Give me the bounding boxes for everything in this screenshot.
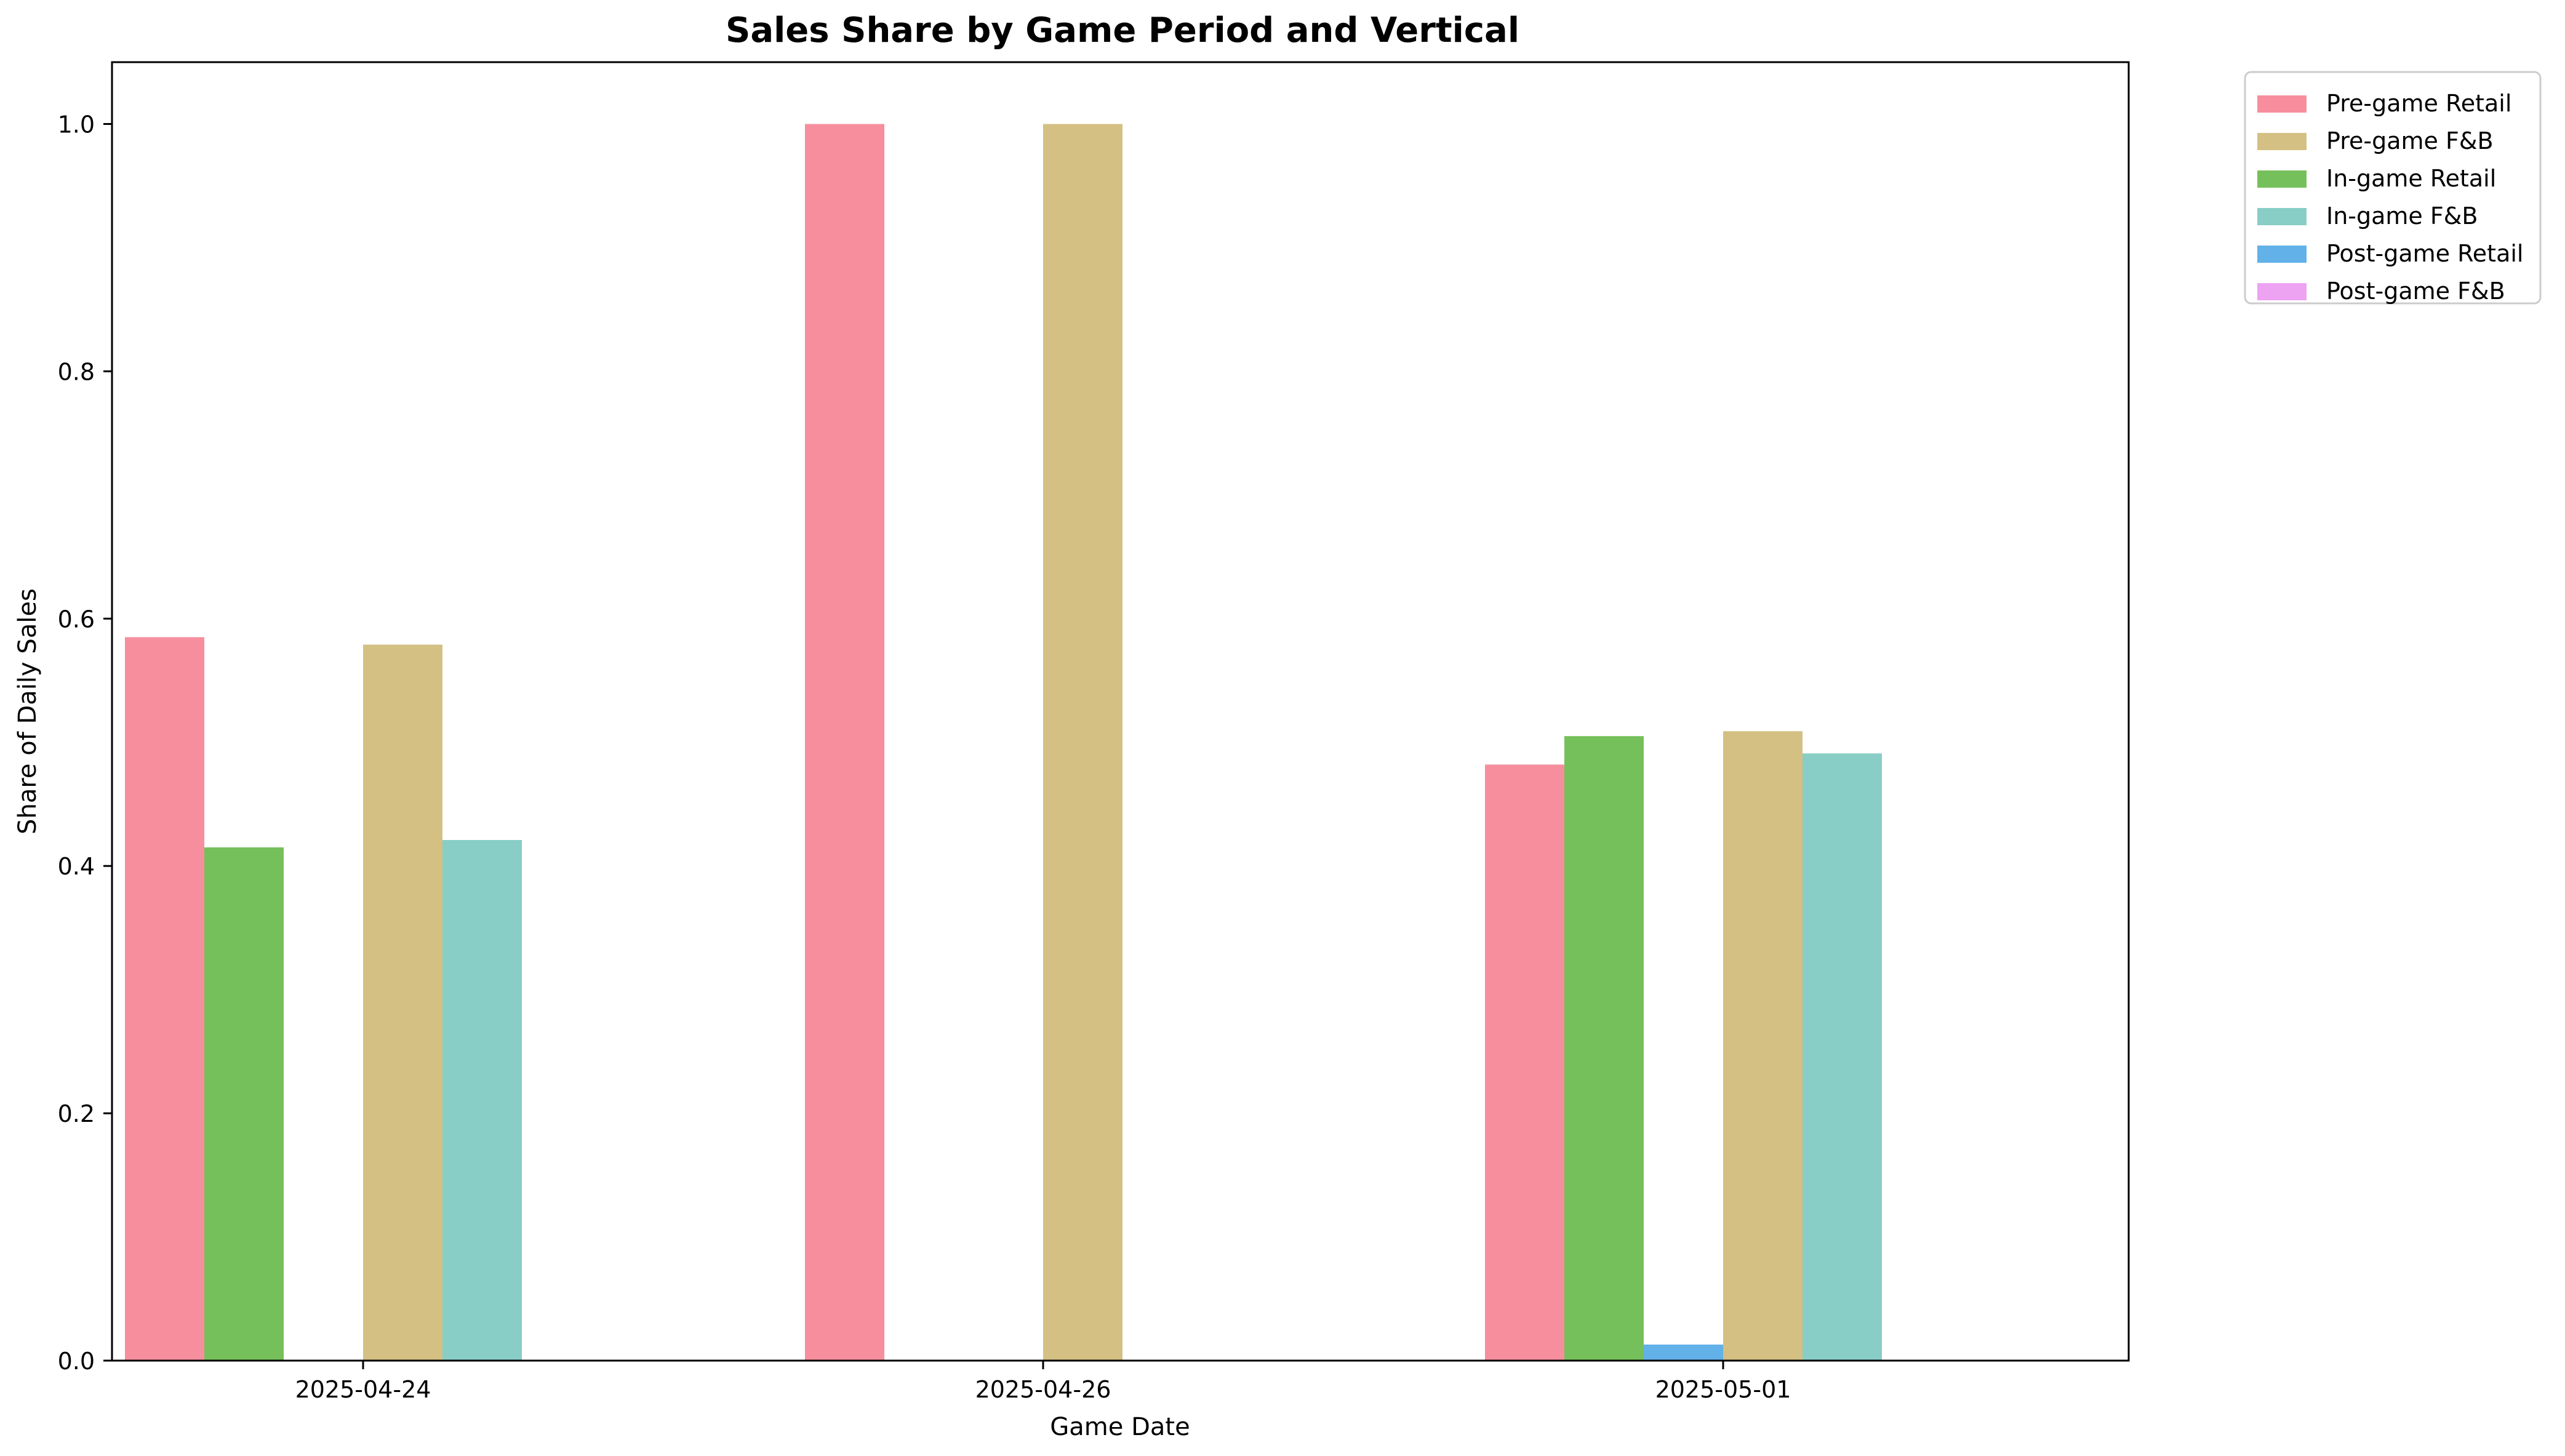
bar-in-game-retail-2025-05-01: [1564, 736, 1644, 1361]
bar-pre-game-f-b-2025-04-24: [363, 644, 442, 1361]
bars-group: [125, 124, 1882, 1361]
legend-label: Pre-game F&B: [2326, 127, 2494, 154]
legend-label: Post-game Retail: [2326, 240, 2523, 267]
legend-swatch: [2257, 170, 2307, 188]
x-axis: 2025-04-24 2025-04-26 2025-05-01: [295, 1361, 1791, 1403]
plot-frame: [111, 61, 2130, 1362]
legend-frame: [2244, 71, 2542, 305]
bar-pre-game-f-b-2025-05-01: [1723, 731, 1803, 1361]
bar-pre-game-f-b-2025-04-26: [1043, 124, 1122, 1361]
bar-in-game-f-b-2025-04-24: [442, 840, 522, 1361]
legend-label: In-game Retail: [2326, 165, 2496, 192]
y-tick-label: 0.4: [58, 853, 95, 880]
x-tick-label: 2025-04-24: [295, 1376, 431, 1403]
bar-in-game-f-b-2025-05-01: [1803, 753, 1882, 1361]
legend-swatch: [2257, 246, 2307, 263]
legend-swatch: [2257, 95, 2307, 113]
x-axis-label: Game Date: [1050, 1413, 1190, 1441]
y-tick-label: 1.0: [58, 111, 95, 138]
legend-label: In-game F&B: [2326, 202, 2478, 230]
y-axis: 0.0 0.2 0.4 0.6 0.8 1.0: [58, 111, 112, 1375]
legend-swatch: [2257, 208, 2307, 225]
y-tick-label: 0.8: [58, 358, 95, 385]
bar-pre-game-retail-2025-05-01: [1485, 764, 1564, 1361]
y-tick-label: 0.6: [58, 606, 95, 633]
y-tick-label: 0.2: [58, 1100, 95, 1127]
x-tick-label: 2025-04-26: [975, 1376, 1111, 1403]
bar-pre-game-retail-2025-04-24: [125, 637, 204, 1361]
legend-label: Post-game F&B: [2326, 278, 2505, 305]
bar-post-game-retail-2025-05-01: [1644, 1344, 1723, 1361]
y-axis-label: Share of Daily Sales: [14, 588, 42, 834]
chart-title: Sales Share by Game Period and Vertical: [726, 10, 1519, 50]
bar-in-game-retail-2025-04-24: [204, 847, 284, 1361]
legend-swatch: [2257, 133, 2307, 150]
y-tick-label: 0.0: [58, 1348, 95, 1375]
bar-pre-game-retail-2025-04-26: [805, 124, 884, 1361]
legend: Pre-game Retail Pre-game F&B In-game Retai…: [2244, 71, 2542, 305]
legend-label: Pre-game Retail: [2326, 90, 2511, 117]
legend-swatch: [2257, 283, 2307, 300]
x-tick-label: 2025-05-01: [1655, 1376, 1791, 1403]
